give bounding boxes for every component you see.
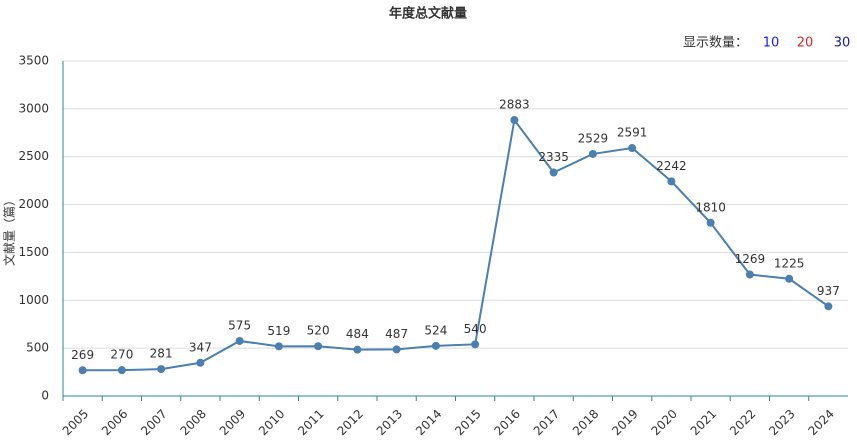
data-label: 1225	[774, 256, 805, 270]
y-tick-label: 2000	[18, 197, 49, 211]
data-label: 2529	[578, 131, 609, 145]
x-tick-label: 2008	[177, 407, 208, 438]
data-label: 347	[189, 340, 212, 354]
data-label: 487	[385, 327, 408, 341]
point	[745, 270, 754, 279]
data-label: 2242	[656, 159, 687, 173]
data-label: 540	[464, 322, 487, 336]
point	[667, 177, 676, 186]
point	[785, 274, 794, 283]
y-tick-label: 3000	[18, 101, 49, 115]
x-tick-label: 2023	[766, 407, 797, 438]
x-tick-label: 2006	[99, 407, 130, 438]
point	[431, 341, 440, 350]
x-tick-label: 2014	[413, 407, 444, 438]
data-label: 281	[150, 347, 173, 361]
data-label: 575	[228, 318, 251, 332]
y-tick-label: 0	[41, 389, 49, 403]
x-tick-label: 2024	[805, 407, 836, 438]
point	[274, 342, 283, 351]
x-tick-label: 2011	[295, 407, 326, 438]
x-tick-label: 2021	[688, 407, 719, 438]
point	[117, 366, 126, 375]
x-tick-label: 2019	[609, 407, 640, 438]
data-label: 484	[346, 327, 369, 341]
y-tick-label: 500	[26, 341, 49, 355]
count-option[interactable]: 10	[763, 36, 780, 51]
data-label: 519	[267, 324, 290, 338]
data-label: 270	[110, 348, 133, 362]
point	[510, 116, 519, 125]
x-tick-label: 2005	[60, 407, 91, 438]
y-tick-label: 2500	[18, 149, 49, 163]
point	[628, 144, 637, 153]
point	[824, 302, 833, 311]
y-tick-label: 1000	[18, 293, 49, 307]
x-tick-label: 2020	[648, 407, 679, 438]
controls-label: 显示数量：	[683, 36, 748, 51]
data-label: 2883	[499, 98, 530, 112]
count-option[interactable]: 30	[834, 36, 851, 51]
point	[588, 149, 597, 158]
data-label: 2335	[538, 150, 569, 164]
point	[314, 342, 323, 351]
point	[78, 366, 87, 375]
point	[706, 218, 715, 227]
x-tick-label: 2015	[452, 407, 483, 438]
x-tick-label: 2007	[138, 407, 169, 438]
x-tick-label: 2013	[374, 407, 405, 438]
point	[235, 336, 244, 345]
line	[82, 117, 829, 372]
chart-title: 年度总文献量	[389, 6, 467, 22]
point	[353, 345, 362, 354]
point	[471, 340, 480, 349]
point	[392, 345, 401, 354]
x-tick-label: 2017	[531, 407, 562, 438]
y-axis-label: 文献量（篇）	[2, 194, 17, 266]
y-tick-label: 1500	[18, 245, 49, 259]
x-tick-label: 2009	[217, 407, 248, 438]
x-tick-label: 2018	[570, 407, 601, 438]
data-label: 937	[817, 284, 840, 298]
data-label: 520	[307, 324, 330, 338]
data-label: 2591	[617, 126, 648, 140]
point	[549, 168, 558, 177]
x-tick-label: 2022	[727, 407, 758, 438]
data-label: 524	[424, 323, 447, 337]
x-tick-label: 2010	[256, 407, 287, 438]
x-tick-label: 2012	[334, 407, 365, 438]
data-label: 1810	[695, 200, 726, 214]
y-tick-label: 3500	[18, 54, 49, 68]
data-label: 269	[71, 348, 94, 362]
count-option[interactable]: 20	[797, 36, 814, 51]
x-tick-label: 2016	[491, 407, 522, 438]
point	[157, 365, 166, 374]
data-label: 1269	[735, 252, 766, 266]
point	[196, 358, 205, 367]
